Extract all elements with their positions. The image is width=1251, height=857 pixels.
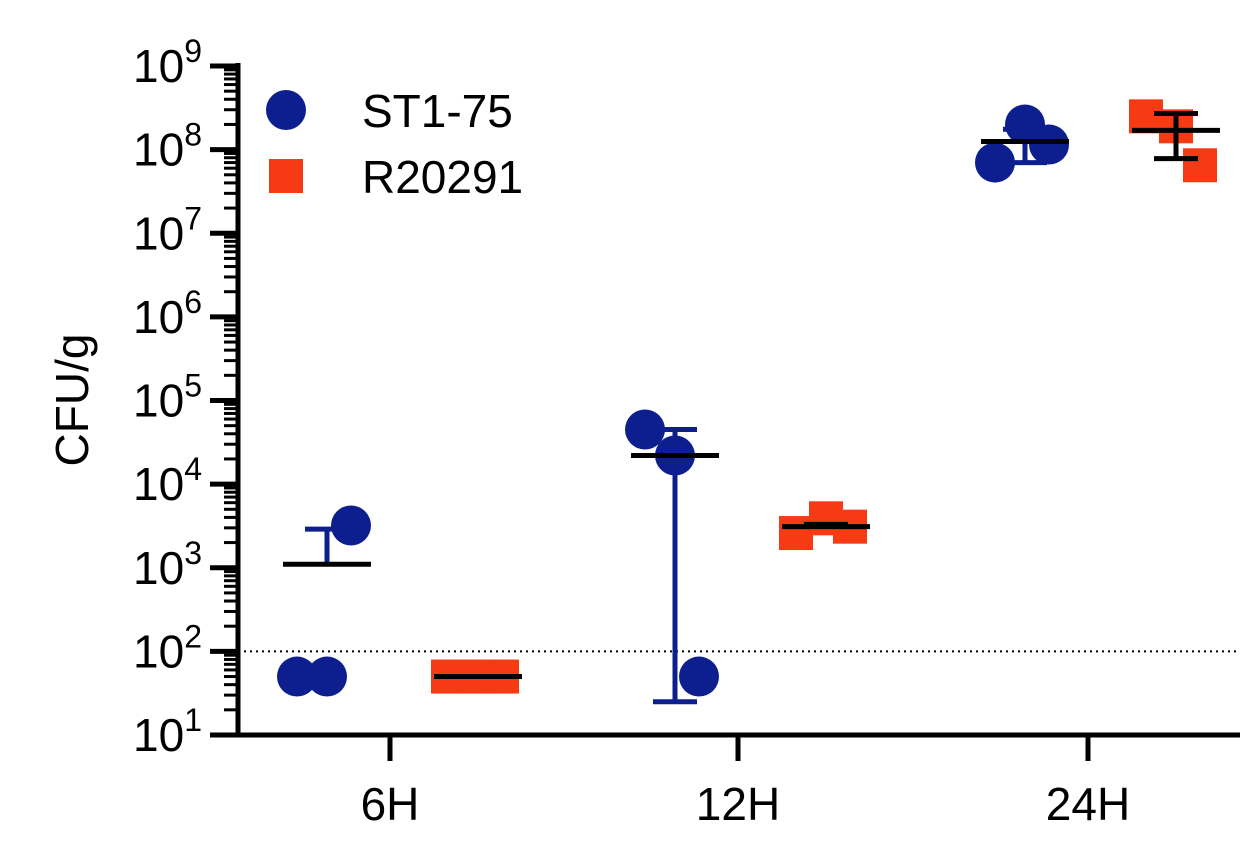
y-tick-label: 104 — [133, 451, 202, 510]
data-point-st1-75 — [277, 656, 317, 697]
data-point-st1-75 — [975, 142, 1015, 183]
legend-marker-st1-75 — [266, 90, 306, 130]
y-tick-label: 108 — [133, 117, 202, 176]
data-point-st1-75 — [679, 656, 719, 697]
y-axis-label: CFU/g — [46, 334, 98, 467]
data-point-st1-75 — [331, 505, 371, 546]
data-point-r20291 — [779, 516, 813, 551]
y-tick-label: 109 — [133, 33, 202, 92]
x-tick-label: 6H — [361, 778, 420, 830]
data-point-st1-75 — [307, 656, 347, 697]
legend-marker-r20291 — [269, 159, 303, 193]
y-tick-label: 107 — [133, 200, 202, 259]
data-point-st1-75 — [1029, 124, 1069, 165]
y-tick-label: 106 — [133, 284, 202, 343]
legend-label-r20291: R20291 — [362, 151, 523, 203]
y-tick-label: 103 — [133, 535, 202, 594]
x-tick-label: 12H — [696, 778, 780, 830]
legend-label-st1-75: ST1-75 — [362, 85, 513, 137]
y-tick-label: 102 — [133, 618, 202, 677]
y-tick-label: 105 — [133, 368, 202, 427]
data-point-r20291 — [1129, 99, 1163, 134]
x-tick-label: 24H — [1046, 778, 1130, 830]
y-tick-label: 101 — [133, 702, 202, 761]
data-point-st1-75 — [625, 409, 665, 450]
data-point-r20291 — [1183, 148, 1217, 183]
